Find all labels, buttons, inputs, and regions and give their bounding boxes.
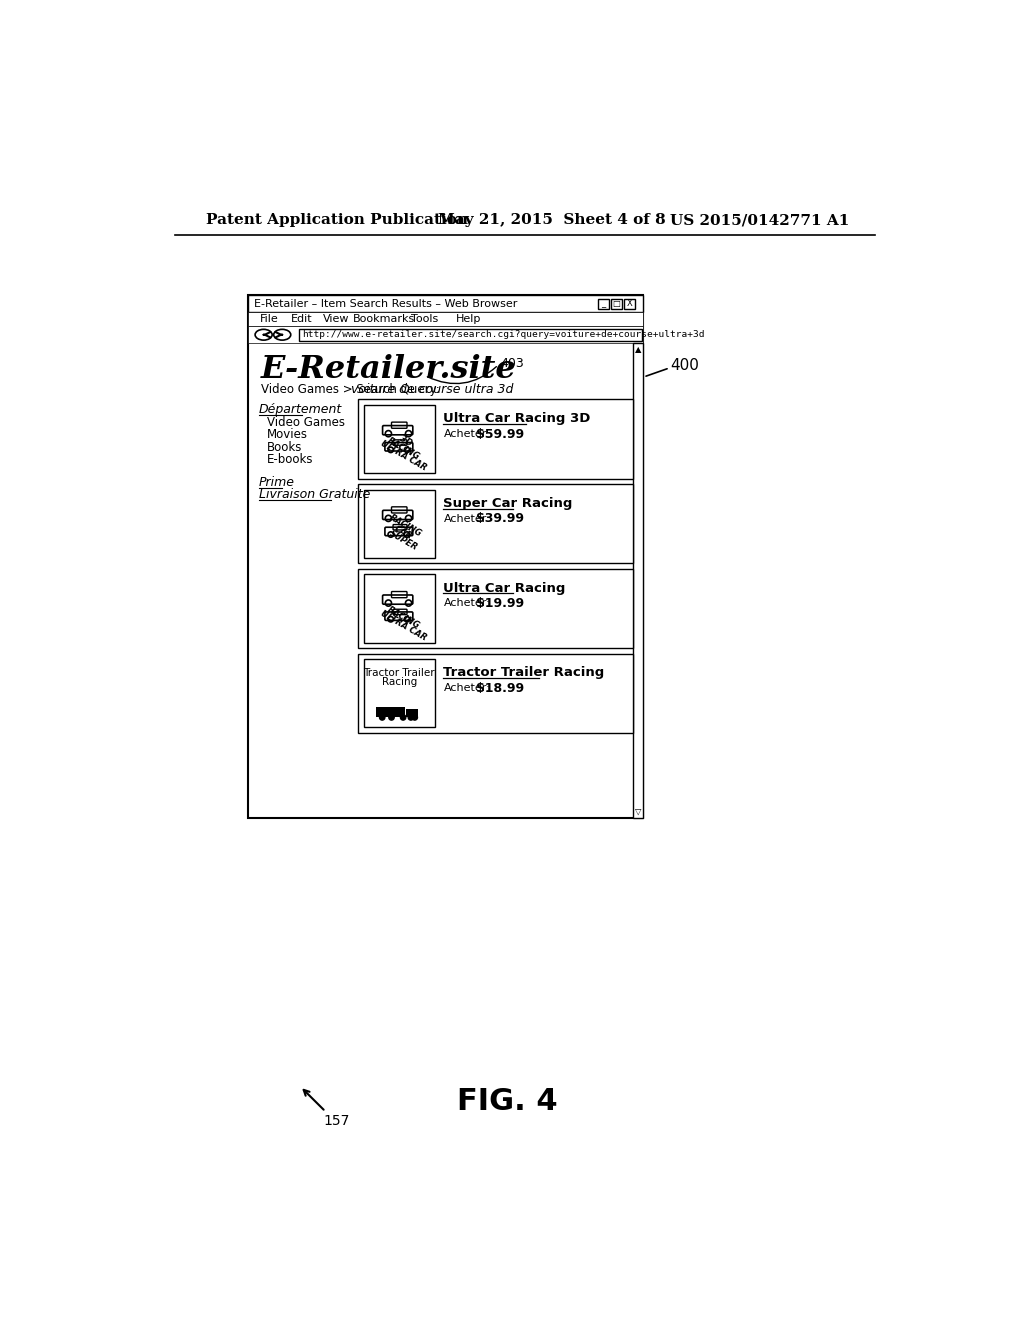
Text: Super Car Racing: Super Car Racing [443,496,572,510]
Text: Prime: Prime [259,477,295,490]
Text: http://www.e-retailer.site/search.cgi?query=voiture+de+course+ultra+3d: http://www.e-retailer.site/search.cgi?qu… [302,330,705,339]
Text: SUPER: SUPER [387,529,419,552]
Text: Video Games: Video Games [266,416,345,429]
Text: Acheter:: Acheter: [443,684,490,693]
Text: $39.99: $39.99 [476,512,524,525]
Bar [358,484,633,564]
Text: 403: 403 [500,356,523,370]
Text: ULTRA CAR: ULTRA CAR [379,440,428,473]
Text: Help: Help [456,314,481,325]
Text: 157: 157 [324,1114,349,1127]
Bar [624,298,635,309]
Text: May 21, 2015  Sheet 4 of 8: May 21, 2015 Sheet 4 of 8 [438,213,666,227]
Text: FIG. 4: FIG. 4 [458,1088,558,1117]
Text: Ultra Car Racing: Ultra Car Racing [443,582,566,594]
Text: 3D: 3D [397,433,414,447]
Text: Acheter:: Acheter: [443,513,490,524]
Text: ▲: ▲ [635,345,641,354]
Bar [364,490,435,558]
Text: Movies: Movies [266,428,308,441]
Text: Tractor Trailer: Tractor Trailer [364,668,435,677]
Text: Acheter:: Acheter: [443,429,490,440]
Text: voiture de course ultra 3d: voiture de course ultra 3d [351,383,514,396]
Text: Bookmarks: Bookmarks [352,314,415,325]
Circle shape [412,714,418,721]
Text: Acheter:: Acheter: [443,598,490,609]
Text: File: File [260,314,279,325]
Bar [611,298,622,309]
Text: $18.99: $18.99 [476,681,524,694]
Text: □: □ [612,300,621,309]
Bar [248,313,643,326]
Text: $59.99: $59.99 [476,428,524,441]
Text: E-books: E-books [266,453,313,466]
Text: Tractor Trailer Racing: Tractor Trailer Racing [443,667,605,680]
Bar [376,708,406,718]
Bar [364,659,435,727]
Text: Video Games > Search Query:: Video Games > Search Query: [260,383,439,396]
Text: Ultra Car Racing 3D: Ultra Car Racing 3D [443,412,591,425]
Bar [633,343,643,817]
Ellipse shape [255,330,272,341]
Bar [248,296,643,817]
Text: $19.99: $19.99 [476,597,524,610]
Bar [248,326,643,343]
Text: CAR: CAR [392,524,414,541]
Text: View: View [324,314,350,325]
Text: RACING: RACING [388,512,423,539]
Bar [364,574,435,643]
Text: ▽: ▽ [635,807,641,816]
Text: Livraison Gratuite: Livraison Gratuite [259,488,371,502]
Circle shape [400,714,406,721]
Bar [364,405,435,474]
Circle shape [409,714,414,721]
Text: E-Retailer – Item Search Results – Web Browser: E-Retailer – Item Search Results – Web B… [254,298,518,309]
Text: US 2015/0142771 A1: US 2015/0142771 A1 [671,213,850,227]
Text: Edit: Edit [291,314,312,325]
Text: Books: Books [266,441,302,454]
Text: Racing: Racing [382,677,417,686]
Bar [358,653,633,733]
Text: Patent Application Publication: Patent Application Publication [206,213,468,227]
Text: X: X [627,300,632,309]
Bar [248,296,643,313]
Bar [407,709,418,718]
Text: Département: Département [259,403,342,416]
Text: RACING: RACING [385,605,421,631]
Text: Tools: Tools [411,314,438,325]
Circle shape [380,714,385,721]
Text: _: _ [601,300,605,309]
Ellipse shape [273,330,291,341]
Text: RACING: RACING [385,436,421,461]
Bar [358,400,633,479]
Text: 400: 400 [671,358,699,374]
Bar [299,329,642,341]
Text: ULTRA CAR: ULTRA CAR [379,609,428,642]
Bar [358,569,633,648]
Text: E-Retailer.site: E-Retailer.site [260,354,516,385]
Circle shape [389,714,394,721]
FancyArrowPatch shape [427,367,497,384]
Bar [598,298,608,309]
